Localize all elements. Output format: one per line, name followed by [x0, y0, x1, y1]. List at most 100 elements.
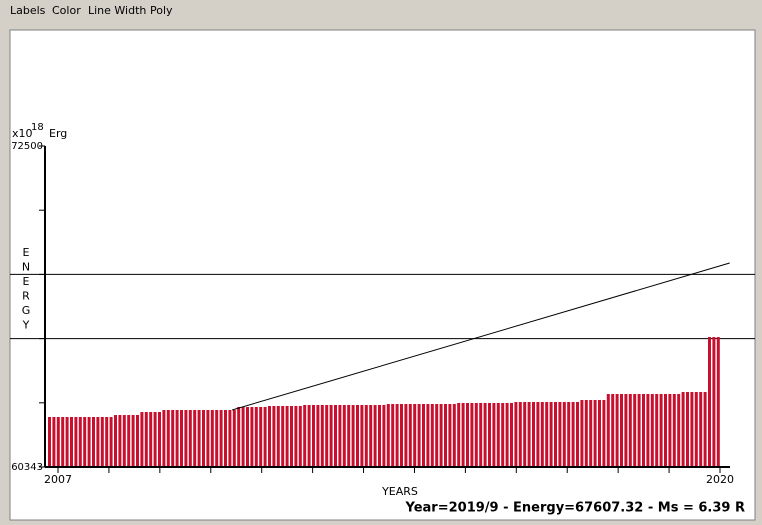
bar	[96, 416, 100, 467]
x-axis-label: YEARS	[381, 485, 418, 498]
bar	[496, 402, 500, 467]
bar	[74, 416, 78, 467]
bar	[562, 401, 566, 467]
bar	[708, 337, 711, 467]
menu-bar: Labels Color Line Width Poly	[10, 4, 173, 17]
bar	[400, 403, 403, 467]
bar	[360, 405, 364, 467]
bar	[202, 409, 205, 467]
bar	[382, 405, 386, 467]
bar	[246, 407, 249, 467]
bar	[571, 401, 575, 467]
bar	[650, 393, 654, 467]
bar	[549, 401, 553, 467]
bar	[369, 405, 373, 467]
bar	[694, 392, 698, 467]
bar	[444, 403, 447, 467]
bar	[461, 402, 465, 467]
bar	[703, 392, 707, 467]
bar	[166, 409, 170, 467]
bar	[100, 416, 104, 467]
bar	[470, 402, 474, 467]
bar	[105, 416, 109, 467]
bar	[624, 393, 628, 467]
bar	[395, 403, 399, 467]
bar	[699, 392, 703, 467]
bar	[598, 400, 601, 467]
bar	[87, 416, 91, 467]
bar	[228, 409, 232, 467]
bar	[158, 411, 161, 467]
unit-exponent: 18	[31, 122, 44, 133]
bar	[206, 409, 210, 467]
bar	[466, 402, 469, 467]
bar	[716, 337, 720, 467]
bar	[540, 401, 544, 467]
bar	[378, 405, 381, 467]
bar	[452, 403, 456, 467]
bar	[672, 393, 676, 467]
y-tick-label: 60343	[11, 462, 43, 473]
bar	[690, 392, 694, 467]
bar	[338, 405, 342, 467]
bar	[505, 402, 509, 467]
bar	[668, 393, 672, 467]
x-tick-label: 2020	[706, 473, 734, 486]
bar	[347, 405, 351, 467]
bar	[184, 409, 188, 467]
bar	[426, 403, 430, 467]
bar	[514, 401, 518, 467]
bar	[681, 392, 685, 467]
bar	[576, 401, 579, 467]
bar	[391, 403, 395, 467]
bar	[342, 405, 346, 467]
bar	[422, 403, 425, 467]
bar	[263, 407, 267, 467]
bar	[162, 409, 166, 467]
bar	[518, 401, 522, 467]
bar	[109, 416, 113, 467]
bar	[677, 393, 681, 467]
unit-name: Erg	[49, 127, 67, 140]
bar	[285, 406, 289, 467]
bar	[659, 393, 663, 467]
bar	[356, 405, 359, 467]
bar	[488, 402, 491, 467]
bar	[448, 403, 452, 467]
bar	[131, 415, 135, 467]
bar	[536, 401, 540, 467]
bar	[545, 401, 549, 467]
bar	[637, 393, 641, 467]
bar	[254, 407, 258, 467]
bar	[628, 393, 632, 467]
bar	[118, 415, 122, 467]
bar	[373, 405, 377, 467]
bar	[140, 411, 144, 467]
bar	[241, 407, 245, 467]
bar	[642, 393, 645, 467]
menu-item[interactable]: Poly	[150, 4, 173, 17]
bar	[83, 416, 87, 467]
bar	[215, 409, 219, 467]
bar	[259, 407, 263, 467]
bar	[584, 400, 588, 467]
bar	[197, 409, 201, 467]
bar	[61, 416, 65, 467]
bar	[171, 409, 175, 467]
bar	[290, 406, 293, 467]
bar	[633, 393, 637, 467]
bar	[611, 393, 615, 467]
bar	[320, 405, 324, 467]
menu-item[interactable]: Labels	[10, 4, 46, 17]
bar	[56, 416, 60, 467]
menu-item[interactable]: Line Width	[88, 4, 146, 17]
bar	[136, 415, 139, 467]
bar	[65, 416, 69, 467]
menu-item[interactable]: Color	[52, 4, 81, 17]
bar	[664, 393, 667, 467]
bar	[567, 401, 571, 467]
bar	[712, 337, 716, 467]
x-tick-label: 2007	[44, 473, 72, 486]
bar	[435, 403, 439, 467]
bar	[219, 409, 223, 467]
